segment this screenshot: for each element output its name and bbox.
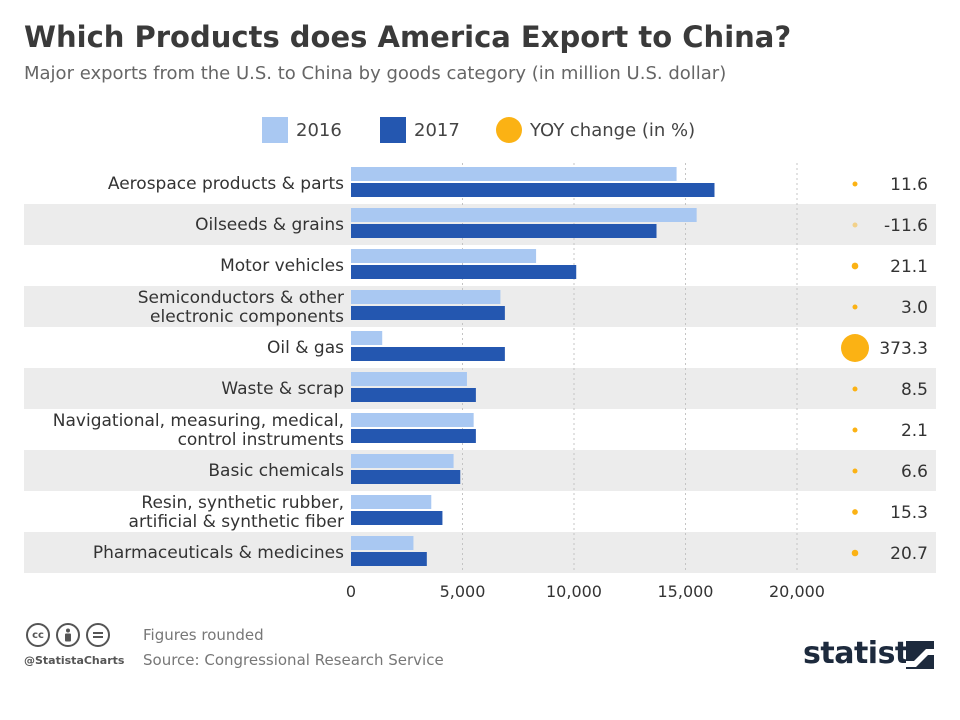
no-derivatives-icon: [86, 623, 110, 647]
row-band: [24, 532, 936, 573]
category-label: Aerospace products & parts: [108, 174, 344, 194]
yoy-bubble: [852, 304, 858, 310]
category-label: Oilseeds & grains: [195, 215, 344, 235]
category-label: Navigational, measuring, medical,: [53, 411, 344, 431]
yoy-bubble: [852, 386, 858, 392]
yoy-bubble: [852, 468, 858, 474]
yoy-value-label: 20.7: [890, 544, 928, 564]
yoy-value-label: -11.6: [884, 216, 928, 236]
bar-2016: [351, 167, 677, 181]
bar-2016: [351, 249, 537, 263]
category-label: Semiconductors & other: [138, 288, 344, 308]
yoy-bubble: [851, 549, 859, 557]
footnote: Figures rounded: [143, 626, 264, 644]
statista-logo-icon: [906, 641, 934, 669]
legend-swatch-2016: [262, 117, 288, 143]
bar-2017: [351, 347, 505, 361]
bar-2016: [351, 454, 454, 468]
legend-label-2017: 2017: [414, 119, 460, 141]
x-tick-label: 15,000: [658, 582, 714, 601]
bar-2016: [351, 413, 474, 427]
legend-dot-yoy: [496, 117, 522, 143]
chart-subtitle: Major exports from the U.S. to China by …: [24, 63, 727, 84]
chart-title: Which Products does America Export to Ch…: [24, 20, 792, 54]
bar-2017: [351, 388, 476, 402]
social-handle: @StatistaCharts: [24, 654, 125, 667]
category-label: Waste & scrap: [221, 379, 344, 399]
yoy-bubble: [852, 509, 858, 515]
bar-2017: [351, 306, 505, 320]
legend-label-2016: 2016: [296, 119, 342, 141]
yoy-bubble: [851, 262, 859, 270]
x-tick-label: 20,000: [769, 582, 825, 601]
chart-legend: 2016 2017 YOY change (in %): [0, 116, 960, 146]
category-label: Pharmaceuticals & medicines: [93, 543, 344, 563]
legend-label-yoy: YOY change (in %): [530, 119, 696, 141]
bar-2016: [351, 372, 467, 386]
bar-2017: [351, 511, 443, 525]
bar-2017: [351, 265, 577, 279]
bar-chart: Aerospace products & parts 11.6 Oilseeds &…: [24, 163, 936, 601]
legend-swatch-2017: [380, 117, 406, 143]
yoy-value-label: 21.1: [890, 257, 928, 277]
bar-2016: [351, 536, 414, 550]
yoy-bubble: [852, 427, 858, 433]
attribution-icon: [56, 623, 80, 647]
x-tick-label: 0: [346, 582, 356, 601]
bar-2017: [351, 224, 657, 238]
bar-2016: [351, 290, 501, 304]
bar-2017: [351, 183, 715, 197]
bar-2016: [351, 495, 432, 509]
category-label: control instruments: [178, 430, 345, 450]
yoy-bubble: [852, 222, 858, 228]
yoy-bubble: [841, 334, 869, 362]
legend-item-2017: 2017: [380, 116, 460, 144]
category-label: Motor vehicles: [220, 256, 344, 276]
yoy-bubble: [852, 181, 858, 187]
legend-item-yoy: YOY change (in %): [496, 116, 695, 144]
source-note: Source: Congressional Research Service: [143, 651, 444, 669]
category-label: electronic components: [150, 307, 344, 327]
bar-2017: [351, 552, 427, 566]
x-tick-label: 10,000: [546, 582, 602, 601]
category-label: Resin, synthetic rubber,: [141, 493, 344, 513]
bar-2016: [351, 331, 383, 345]
yoy-value-label: 2.1: [901, 421, 928, 441]
cc-icon: cc: [26, 623, 50, 647]
infographic: Which Products does America Export to Ch…: [0, 20, 960, 671]
bar-2017: [351, 429, 476, 443]
yoy-value-label: 11.6: [890, 175, 928, 195]
license-icons: cc: [26, 623, 110, 647]
bar-2016: [351, 208, 697, 222]
yoy-value-label: 15.3: [890, 503, 928, 523]
yoy-value-label: 8.5: [901, 380, 928, 400]
row-band: [24, 368, 936, 409]
category-label: Basic chemicals: [208, 461, 344, 481]
category-label: Oil & gas: [267, 338, 344, 358]
yoy-value-label: 373.3: [879, 339, 928, 359]
yoy-value-label: 3.0: [901, 298, 928, 318]
legend-item-2016: 2016: [262, 116, 342, 144]
x-tick-label: 5,000: [440, 582, 486, 601]
row-band: [24, 450, 936, 491]
bar-2017: [351, 470, 461, 484]
category-label: artificial & synthetic fiber: [129, 512, 344, 532]
yoy-value-label: 6.6: [901, 462, 928, 482]
